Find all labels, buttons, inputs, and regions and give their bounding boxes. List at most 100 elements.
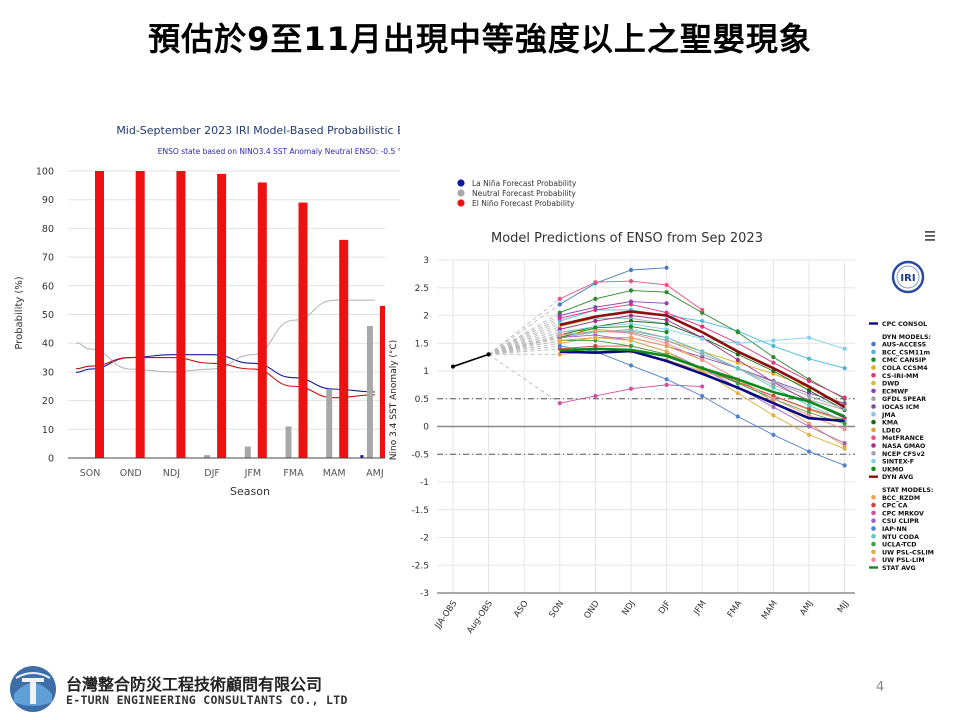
chart2-model-point: [842, 421, 847, 426]
chart2-legend-label: STAT AVG: [882, 565, 916, 572]
chart2-legend-label: BCC_CSM11m: [882, 349, 930, 356]
chart2-model-point: [557, 332, 562, 338]
chart2-model-point: [557, 352, 562, 357]
chart1-ytick-label: 60: [42, 281, 54, 292]
chart2-legend-label: CPC CONSOL: [882, 321, 927, 328]
chart2-legend-label: JMA: [881, 412, 896, 419]
chart1-bar-el: [135, 171, 145, 458]
chart2-model-point: [664, 335, 669, 340]
chart2-model-point: [735, 391, 740, 396]
chart1-climatology-line: [75, 299, 375, 373]
chart2-ytick-label: -3: [420, 589, 429, 599]
chart2-model-point: [735, 341, 740, 346]
chart2-model-point: [664, 341, 669, 346]
chart2-legend-label: CPC CA: [882, 503, 908, 510]
chart2-model-point: [593, 318, 598, 324]
page-number: 4: [876, 680, 885, 695]
chart2-legend-label: CSU CLIPR: [882, 518, 919, 525]
chart2-avg-line: [559, 347, 846, 418]
chart1-bar-neutral: [366, 325, 373, 458]
chart1-ytick-label: 90: [42, 195, 54, 206]
chart2-model-point: [771, 432, 776, 437]
chart2-legend-swatch: [871, 495, 876, 500]
chart2-legend-swatch: [871, 427, 876, 433]
chart2-model-point: [664, 265, 669, 270]
chart2-model-point: [628, 278, 634, 284]
chart2-ytick-label: -2: [420, 534, 429, 544]
chart2-observed-point: [486, 352, 491, 357]
chart2-ytick-label: 2.5: [415, 284, 429, 294]
chart2-legend-label: KMA: [882, 420, 898, 427]
chart2-ytick-label: 2: [423, 312, 429, 322]
chart2-legend-swatch: [871, 451, 876, 456]
chart2-legend-swatch: [871, 443, 876, 448]
hamburger-menu-icon[interactable]: [925, 231, 935, 241]
chart2-model-point: [628, 313, 634, 318]
chart1-xtick-label: OND: [120, 468, 142, 479]
chart2-model-point: [700, 336, 705, 341]
chart1-xtick-label: DJF: [204, 468, 220, 479]
chart2-legend-label: UCLA-TCD: [882, 542, 916, 549]
chart2-legend-label: BCC_RZDM: [882, 495, 920, 502]
enso-model-predictions-chart: Model Predictions of ENSO from Sep 2023 …: [385, 215, 960, 645]
chart2-avg-line: [559, 349, 845, 423]
chart1-ytick-label: 10: [42, 425, 54, 436]
chart2-title: Model Predictions of ENSO from Sep 2023: [491, 231, 763, 246]
iri-probabilistic-chart: Mid-September 2023 IRI Model-Based Proba…: [14, 124, 400, 498]
chart2-model-point: [842, 427, 847, 432]
chart2-model-point: [842, 446, 847, 451]
chart2-legend-swatch: [871, 341, 876, 347]
chart2-legend-label: UKMO: [882, 466, 904, 473]
chart2-model-point: [593, 393, 598, 399]
chart2-legend-label: DWD: [882, 381, 899, 388]
chart2-model-point: [735, 381, 740, 386]
chart1-xtick-label: JFM: [244, 468, 261, 479]
chart2-bridge-dash: [488, 348, 560, 355]
chart2-model-point: [628, 299, 634, 304]
company-name-chinese: 台灣整合防災工程技術顧問有限公司: [66, 675, 323, 694]
chart2-ytick-label: -0.5: [411, 450, 429, 460]
chart2-model-point: [700, 393, 705, 399]
chart2-model-point: [557, 302, 562, 307]
chart1-subtitle: ENSO state based on NINO3.4 SST Anomaly …: [158, 147, 400, 156]
chart2-model-point: [628, 363, 634, 368]
chart2-model-point: [593, 280, 598, 285]
chart2-model-point: [664, 317, 669, 323]
chart2-bridge-dash: [488, 340, 560, 355]
chart2-legend-label: AUS-ACCESS: [882, 342, 927, 349]
chart2-legend-swatch: [871, 419, 876, 425]
chart2-legend-label: IOCAS ICM: [882, 404, 919, 411]
chart2-legend-swatch: [871, 404, 876, 409]
chart2-model-point: [735, 414, 740, 419]
chart2-model-point: [557, 401, 562, 406]
chart2-legend-swatch: [871, 349, 876, 355]
chart2-legend-label: DYN MODELS:: [882, 334, 931, 341]
chart2-legend-swatch: [871, 396, 876, 401]
chart2-model-line: [559, 301, 667, 316]
chart1-bar-neutral: [285, 426, 292, 458]
chart2-model-point: [593, 325, 598, 330]
chart2-legend-swatch: [871, 510, 876, 516]
chart2-bridge-dash: [488, 320, 560, 355]
chart1-bar-la: [360, 455, 364, 458]
chart2-bridge-dash: [488, 334, 560, 355]
chart2-legend-label: STAT MODELS:: [882, 487, 933, 494]
chart2-ytick-label: 0.5: [415, 395, 429, 405]
chart2-legend-swatch: [871, 466, 876, 472]
chart1-ytick-label: 20: [42, 396, 54, 407]
chart2-model-point: [806, 356, 812, 361]
chart2-bridge-dash: [488, 317, 561, 355]
chart2-bridge-dash: [488, 328, 560, 355]
chart2-bridge-dash: [488, 331, 560, 355]
chart2-model-point: [593, 296, 598, 301]
chart2-model-point: [664, 321, 669, 326]
chart1-xtick-label: FMA: [283, 468, 304, 479]
chart2-legend-swatch: [871, 380, 876, 386]
chart1-bar-el: [257, 182, 267, 458]
chart2-model-point: [806, 388, 812, 393]
chart2-model-point: [771, 355, 776, 360]
chart2-model-point: [771, 343, 776, 349]
chart1-bar-neutral: [244, 446, 251, 458]
chart2-model-point: [842, 395, 847, 400]
chart2-ytick-label: 1.5: [415, 339, 429, 349]
